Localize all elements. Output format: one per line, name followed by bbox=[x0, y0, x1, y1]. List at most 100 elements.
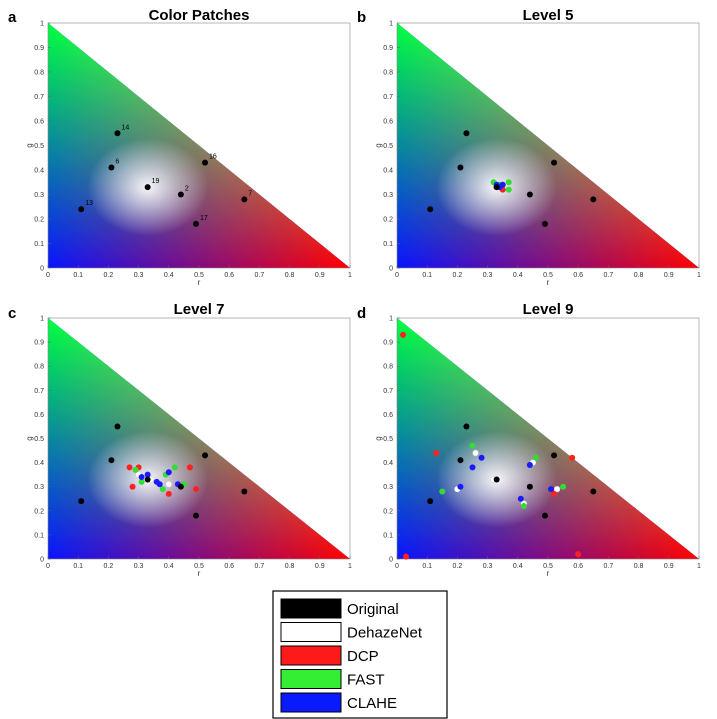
data-point bbox=[590, 196, 597, 203]
panel-letter: d bbox=[357, 305, 366, 322]
data-point bbox=[427, 498, 434, 505]
data-point bbox=[144, 476, 151, 483]
data-point bbox=[192, 512, 199, 519]
data-point bbox=[457, 457, 464, 464]
x-tick-label: 0.7 bbox=[604, 563, 614, 570]
panel-letter: a bbox=[8, 9, 17, 26]
y-tick-label: 1 bbox=[40, 316, 44, 323]
x-tick-label: 0.5 bbox=[194, 272, 204, 279]
y-tick-label: 0.4 bbox=[383, 460, 393, 467]
x-tick-label: 0.8 bbox=[634, 272, 644, 279]
x-tick-label: 0.6 bbox=[573, 563, 583, 570]
data-point bbox=[553, 485, 561, 493]
data-point bbox=[241, 488, 248, 495]
y-tick-label: 0.8 bbox=[383, 364, 393, 371]
data-point bbox=[590, 488, 597, 495]
y-tick-label: 0 bbox=[40, 557, 44, 564]
y-tick-label: 0.2 bbox=[383, 217, 393, 224]
data-point bbox=[505, 179, 512, 186]
x-tick-label: 0.6 bbox=[224, 272, 234, 279]
legend-label: DehazeNet bbox=[347, 625, 423, 642]
data-point bbox=[560, 483, 567, 490]
x-tick-label: 0.6 bbox=[224, 563, 234, 570]
x-tick-label: 0.8 bbox=[634, 563, 644, 570]
y-tick-label: 0.6 bbox=[383, 412, 393, 419]
data-point bbox=[532, 454, 539, 461]
y-tick-label: 0.1 bbox=[34, 241, 44, 248]
point-label: 13 bbox=[85, 200, 93, 207]
x-tick-label: 0.6 bbox=[573, 272, 583, 279]
x-axis-label: r bbox=[198, 278, 201, 287]
data-point bbox=[156, 481, 163, 488]
data-point bbox=[403, 553, 410, 560]
data-point bbox=[541, 512, 548, 519]
x-tick-label: 0.8 bbox=[285, 563, 295, 570]
series-dcp bbox=[400, 331, 582, 560]
data-point bbox=[108, 164, 115, 171]
data-point bbox=[469, 442, 476, 449]
data-point bbox=[457, 483, 464, 490]
series-clahe bbox=[457, 454, 555, 502]
data-point bbox=[472, 449, 479, 457]
point-label: 6 bbox=[115, 159, 119, 166]
point-label: 7 bbox=[248, 190, 252, 197]
data-point bbox=[177, 191, 184, 198]
x-tick-label: 0.1 bbox=[422, 272, 432, 279]
y-axis-label: g bbox=[25, 143, 34, 147]
data-point bbox=[520, 502, 527, 509]
chart-panel-b: 0 0.1 0.2 0.3 0.4 0.5 0.6 0.7 0.8 0.9 1 0 0.1 0.2 0.3 0… bbox=[357, 7, 701, 287]
data-point bbox=[78, 498, 85, 505]
y-tick-label: 0.9 bbox=[383, 340, 393, 347]
x-tick-label: 0 bbox=[46, 563, 50, 570]
x-tick-label: 1 bbox=[697, 272, 701, 279]
data-point bbox=[541, 220, 548, 227]
data-point bbox=[457, 164, 464, 171]
panel-title: Level 9 bbox=[523, 301, 574, 318]
x-tick-label: 0.9 bbox=[315, 563, 325, 570]
y-tick-label: 0.5 bbox=[383, 436, 393, 443]
y-tick-label: 0 bbox=[389, 266, 393, 273]
x-tick-label: 0.7 bbox=[255, 563, 265, 570]
series-original bbox=[427, 130, 597, 227]
x-tick-label: 1 bbox=[348, 563, 352, 570]
data-point bbox=[78, 206, 85, 213]
y-tick-label: 0.4 bbox=[383, 168, 393, 175]
y-axis-label: g bbox=[374, 143, 383, 147]
white-point-glow bbox=[397, 318, 699, 559]
y-tick-label: 0.7 bbox=[383, 388, 393, 395]
y-axis-label: g bbox=[374, 436, 383, 440]
data-point bbox=[439, 488, 446, 495]
x-tick-label: 0.7 bbox=[255, 272, 265, 279]
data-point bbox=[526, 191, 533, 198]
data-point bbox=[192, 486, 199, 493]
y-tick-label: 0 bbox=[40, 266, 44, 273]
x-tick-label: 0.2 bbox=[104, 272, 114, 279]
x-tick-label: 0.4 bbox=[513, 272, 523, 279]
data-point bbox=[433, 449, 440, 456]
data-point bbox=[400, 331, 407, 338]
x-tick-label: 0.1 bbox=[422, 563, 432, 570]
data-point bbox=[129, 483, 136, 490]
data-point bbox=[463, 423, 470, 430]
x-tick-label: 0 bbox=[395, 272, 399, 279]
y-tick-label: 0.2 bbox=[34, 217, 44, 224]
x-axis-label: r bbox=[547, 569, 550, 578]
y-tick-label: 1 bbox=[40, 21, 44, 28]
data-point bbox=[165, 469, 172, 476]
x-tick-label: 0.4 bbox=[513, 563, 523, 570]
data-point bbox=[427, 206, 434, 213]
point-label: 17 bbox=[200, 215, 208, 222]
x-tick-label: 0 bbox=[395, 563, 399, 570]
y-tick-label: 0.3 bbox=[383, 484, 393, 491]
y-tick-label: 0.6 bbox=[383, 119, 393, 126]
data-point bbox=[526, 462, 533, 469]
legend-label: Original bbox=[347, 601, 399, 618]
y-tick-label: 0.8 bbox=[34, 364, 44, 371]
data-point bbox=[144, 184, 151, 191]
legend-label: FAST bbox=[347, 672, 385, 689]
series-fast bbox=[439, 442, 567, 509]
data-point bbox=[186, 464, 193, 471]
y-tick-label: 1 bbox=[389, 316, 393, 323]
x-tick-label: 0.3 bbox=[483, 563, 493, 570]
